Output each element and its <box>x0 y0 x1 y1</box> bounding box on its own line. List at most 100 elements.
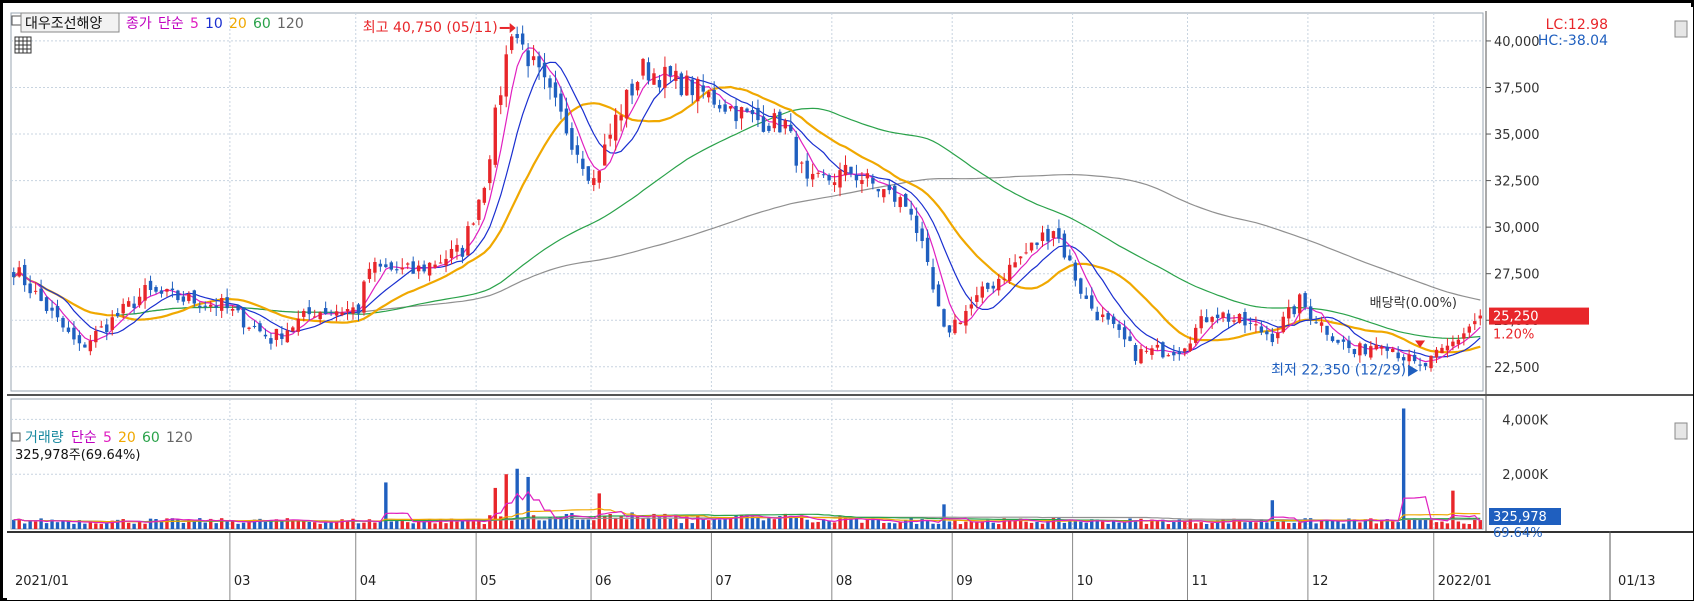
candle-body <box>77 335 82 344</box>
volume-bar <box>865 519 870 529</box>
volume-bar <box>1046 519 1050 529</box>
candle-body <box>433 264 437 268</box>
candle-body <box>72 327 76 340</box>
volume-bar <box>1106 523 1110 529</box>
candle-body <box>329 312 333 314</box>
candle-body <box>504 54 508 97</box>
volume-toggle-icon <box>11 432 21 442</box>
candle-body <box>116 312 120 317</box>
candle-body <box>1172 352 1176 356</box>
volume-bar <box>159 520 164 529</box>
candle-body <box>148 280 153 290</box>
candle-body <box>214 305 218 308</box>
candle-body <box>460 247 465 257</box>
candle-body <box>499 95 503 105</box>
candle-body <box>657 79 662 88</box>
candle-body <box>1221 312 1225 318</box>
volume-bar <box>274 519 279 529</box>
candle-body <box>1423 362 1428 367</box>
candle-body <box>209 304 213 307</box>
candle-body <box>805 160 809 179</box>
chart-background <box>7 7 1693 600</box>
volume-bar <box>1440 521 1444 529</box>
volume-bar <box>657 517 662 529</box>
candle-body <box>28 283 32 294</box>
volume-bar <box>783 513 788 529</box>
candle-body <box>121 303 125 314</box>
volume-bar <box>1111 520 1116 529</box>
volume-bar <box>285 518 290 529</box>
candle-body <box>1467 326 1472 333</box>
candle-body <box>1117 324 1121 330</box>
volume-bar <box>1412 518 1417 529</box>
candle-body <box>827 175 831 181</box>
volume-bar <box>72 523 76 529</box>
y-tick-label: 35,000 <box>1494 128 1540 143</box>
volume-bar <box>510 520 514 529</box>
x-tick-label: 2021/01 <box>15 574 69 589</box>
volume-bar <box>378 520 383 529</box>
volume-bar <box>854 518 859 529</box>
candle-body <box>269 338 273 344</box>
volume-bar <box>356 523 361 529</box>
ma20-line <box>12 85 1481 354</box>
volume-bar <box>816 521 820 529</box>
candle-body <box>22 264 27 286</box>
volume-bar <box>696 515 700 529</box>
volume-bar <box>515 468 519 529</box>
volume-bar <box>1297 522 1302 529</box>
candle-body <box>1297 294 1302 314</box>
candle-body <box>466 226 470 256</box>
x-tick-label: 07 <box>715 574 732 589</box>
candle-body <box>1243 311 1247 326</box>
volume-bar <box>1210 522 1214 529</box>
candle-body <box>1303 293 1307 308</box>
candle-body <box>701 85 705 92</box>
candle-body <box>422 264 426 272</box>
volume-bar <box>1243 522 1247 529</box>
volume-bar <box>1215 520 1220 529</box>
candle-body <box>1090 295 1094 309</box>
volume-legend-item: 60 <box>142 430 160 446</box>
x-tick-label: 08 <box>836 574 853 589</box>
x-tick-label: 10 <box>1077 574 1094 589</box>
candle-body <box>274 328 279 340</box>
high-arrow-head <box>509 22 516 33</box>
candle-body <box>1473 321 1477 325</box>
candle-body <box>909 208 913 215</box>
volume-bar <box>362 522 366 529</box>
candle-body <box>378 263 383 267</box>
candle-body <box>1062 233 1067 258</box>
volume-bar <box>1199 522 1203 529</box>
volume-bar <box>794 517 798 529</box>
candle-body <box>810 173 815 180</box>
candle-body <box>1276 332 1280 339</box>
volume-legend-item: 거래량 <box>25 430 64 446</box>
scroll-down-button <box>1674 422 1688 440</box>
candle-body <box>192 290 197 304</box>
candle-body <box>1013 262 1017 268</box>
candle-body <box>241 307 246 328</box>
candle-body <box>126 301 131 307</box>
candle-body <box>356 304 361 314</box>
volume-bar <box>1073 520 1078 529</box>
candle-body <box>1478 315 1482 319</box>
candle-body <box>1040 232 1045 242</box>
volume-bar <box>1336 520 1340 529</box>
volume-bar <box>170 518 175 529</box>
volume-bar <box>903 519 908 529</box>
candle-body <box>395 269 399 271</box>
volume-bar <box>1374 523 1378 529</box>
scroll-up-button <box>1674 20 1688 38</box>
candle-body <box>1007 264 1012 281</box>
volume-bar <box>887 522 891 529</box>
volume-bar <box>148 518 153 529</box>
candle-body <box>351 307 355 314</box>
volume-bar <box>898 521 902 529</box>
x-tick-label: 06 <box>595 574 612 589</box>
candle-body <box>1281 316 1285 333</box>
x-tick-label: 09 <box>956 574 973 589</box>
price-legend-item: 5 <box>190 16 199 32</box>
volume-bar <box>1434 522 1439 529</box>
volume-bar <box>94 523 98 529</box>
